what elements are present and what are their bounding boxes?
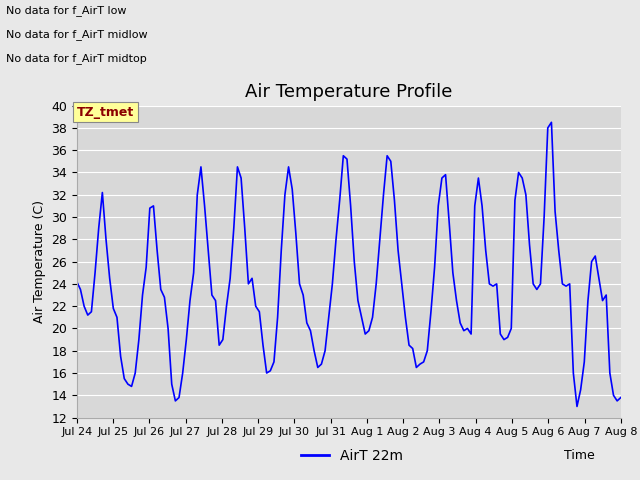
- Y-axis label: Air Temperature (C): Air Temperature (C): [33, 200, 45, 323]
- Text: No data for f_AirT low: No data for f_AirT low: [6, 5, 127, 16]
- Text: Time: Time: [564, 449, 595, 462]
- Text: No data for f_AirT midlow: No data for f_AirT midlow: [6, 29, 148, 40]
- Title: Air Temperature Profile: Air Temperature Profile: [245, 83, 452, 101]
- Legend: AirT 22m: AirT 22m: [296, 443, 408, 468]
- Text: No data for f_AirT midtop: No data for f_AirT midtop: [6, 53, 147, 64]
- Text: TZ_tmet: TZ_tmet: [77, 106, 134, 119]
